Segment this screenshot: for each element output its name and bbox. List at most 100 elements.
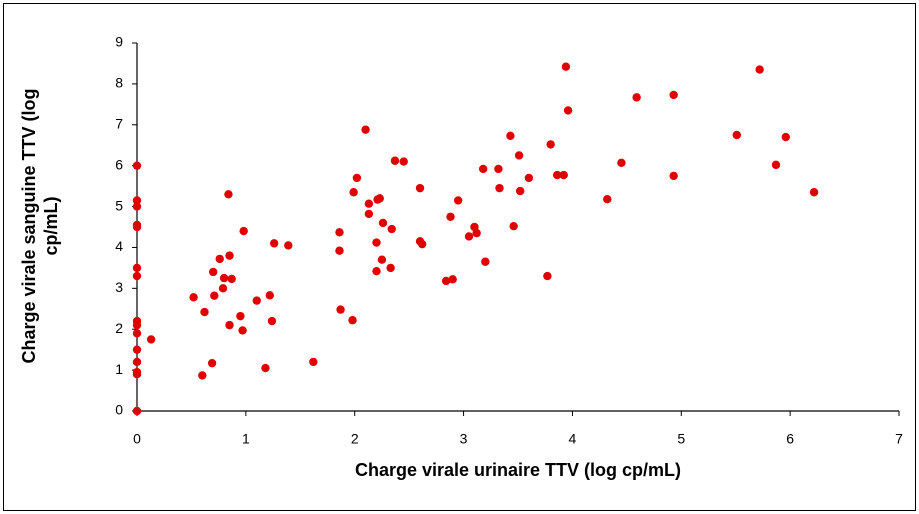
point bbox=[215, 254, 224, 264]
y-tick-label: 8 bbox=[115, 75, 123, 91]
x-tick-label: 0 bbox=[133, 431, 141, 447]
y-tick-label: 4 bbox=[115, 238, 123, 254]
point bbox=[132, 196, 142, 205]
point bbox=[515, 186, 525, 196]
point bbox=[210, 291, 219, 300]
point bbox=[364, 199, 374, 208]
point bbox=[552, 170, 562, 180]
y-tick-label: 3 bbox=[115, 279, 123, 295]
y-tick-label: 0 bbox=[115, 402, 123, 418]
y-axis-title-line: cp/mL) bbox=[41, 196, 61, 255]
point bbox=[453, 196, 463, 205]
point bbox=[494, 164, 503, 174]
point bbox=[252, 296, 261, 305]
point bbox=[267, 316, 277, 326]
point bbox=[669, 171, 678, 181]
x-tick-label: 3 bbox=[460, 431, 468, 447]
point bbox=[561, 62, 571, 71]
point bbox=[132, 370, 142, 379]
y-tick-label: 9 bbox=[115, 34, 123, 50]
point bbox=[207, 358, 217, 368]
point bbox=[238, 326, 247, 335]
x-tick-label: 7 bbox=[895, 431, 903, 447]
point bbox=[669, 90, 678, 100]
point bbox=[132, 357, 142, 367]
point bbox=[399, 157, 408, 166]
point bbox=[225, 251, 234, 260]
point bbox=[198, 371, 207, 380]
x-tick-label: 6 bbox=[786, 431, 794, 447]
point bbox=[209, 267, 218, 277]
point bbox=[227, 274, 236, 284]
point bbox=[603, 194, 612, 204]
point bbox=[375, 194, 384, 203]
x-tick-label: 5 bbox=[677, 431, 685, 447]
y-tick-label: 5 bbox=[115, 197, 123, 213]
point bbox=[146, 335, 156, 344]
point bbox=[132, 406, 142, 416]
point bbox=[364, 209, 374, 219]
point bbox=[755, 65, 764, 74]
point bbox=[132, 161, 142, 170]
point bbox=[284, 241, 293, 250]
point bbox=[543, 271, 552, 281]
point bbox=[809, 188, 819, 197]
x-axis-title: Charge virale urinaire TTV (log cp/mL) bbox=[355, 460, 681, 480]
point bbox=[335, 228, 344, 237]
point bbox=[378, 218, 388, 228]
point bbox=[265, 291, 275, 300]
point bbox=[509, 221, 518, 231]
point bbox=[506, 131, 515, 141]
point bbox=[200, 307, 209, 317]
point bbox=[472, 228, 481, 238]
point bbox=[524, 173, 534, 183]
point bbox=[446, 212, 455, 221]
point bbox=[189, 293, 198, 302]
point bbox=[732, 130, 742, 140]
point bbox=[132, 263, 142, 273]
point bbox=[132, 271, 142, 281]
point bbox=[386, 263, 395, 273]
y-axis-title: Charge virale sanguine TTV (log cp/mL) bbox=[19, 88, 61, 363]
point bbox=[415, 183, 425, 193]
y-axis-title-line: Charge virale sanguine TTV (log bbox=[19, 88, 39, 363]
point bbox=[309, 357, 318, 367]
y-tick-label: 7 bbox=[115, 115, 123, 131]
point bbox=[219, 273, 229, 283]
point bbox=[132, 220, 142, 230]
point bbox=[478, 164, 488, 174]
point bbox=[132, 345, 142, 354]
point bbox=[559, 170, 568, 180]
point bbox=[348, 316, 357, 325]
x-tick-label: 2 bbox=[351, 431, 359, 447]
point bbox=[495, 183, 504, 193]
point bbox=[239, 226, 248, 236]
point bbox=[632, 93, 641, 102]
point bbox=[387, 224, 396, 234]
point bbox=[377, 255, 387, 264]
point bbox=[224, 190, 233, 199]
x-tick-label: 1 bbox=[242, 431, 250, 447]
point bbox=[132, 202, 142, 211]
point bbox=[448, 275, 457, 284]
point bbox=[261, 363, 270, 373]
point bbox=[481, 257, 490, 266]
point bbox=[352, 173, 362, 183]
chart-border bbox=[3, 3, 916, 511]
y-tick-label: 2 bbox=[115, 320, 123, 336]
point bbox=[771, 160, 781, 170]
point bbox=[390, 156, 400, 165]
point bbox=[418, 239, 427, 249]
point bbox=[372, 266, 381, 276]
point bbox=[336, 305, 345, 314]
point bbox=[464, 232, 474, 241]
point bbox=[349, 188, 358, 197]
point bbox=[218, 284, 228, 293]
point bbox=[132, 329, 142, 338]
point bbox=[441, 276, 451, 286]
point bbox=[335, 246, 344, 255]
point bbox=[372, 238, 381, 247]
point bbox=[236, 311, 245, 321]
